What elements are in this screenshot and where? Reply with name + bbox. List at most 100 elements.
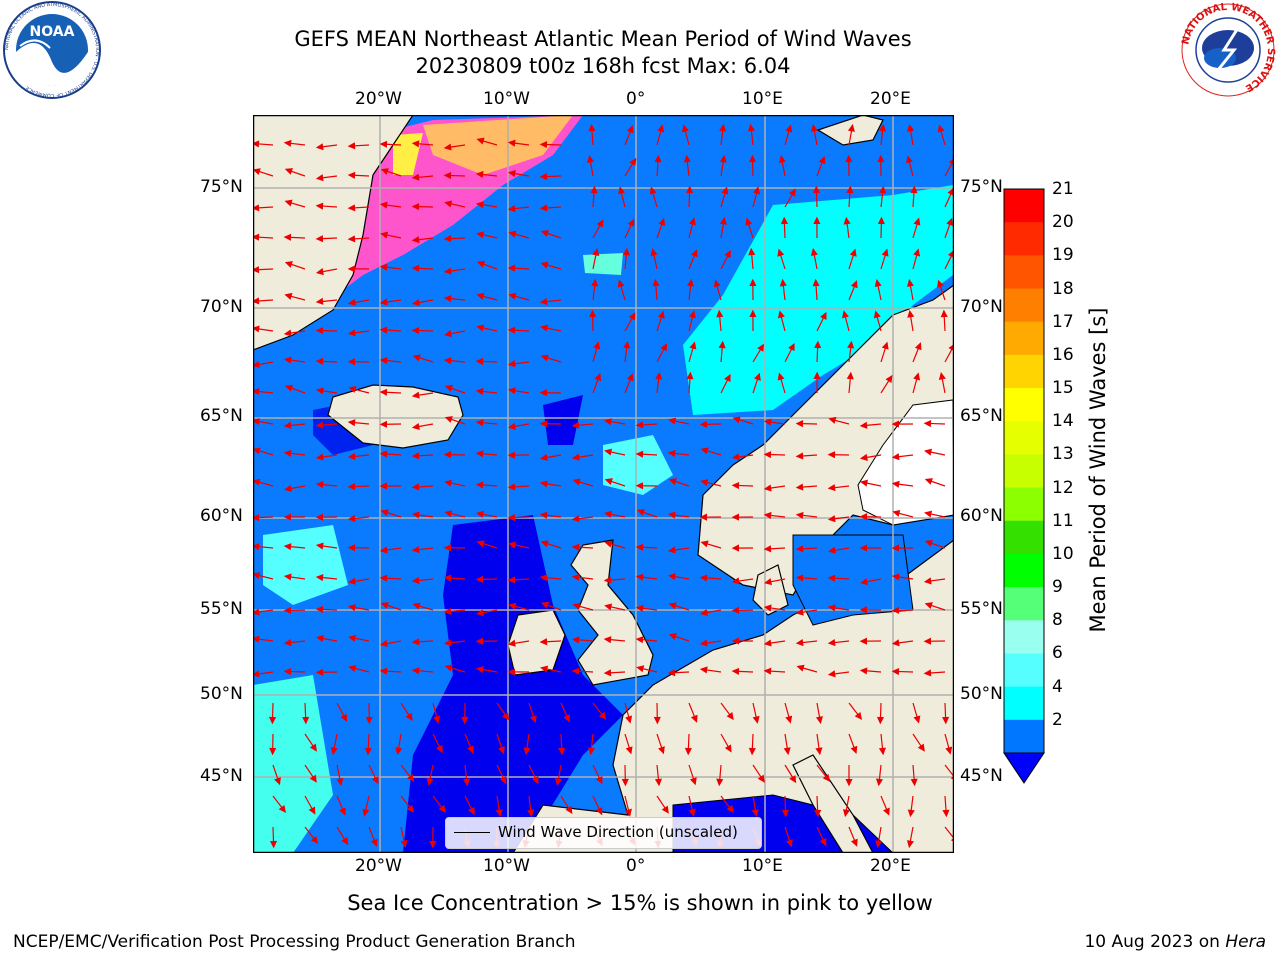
wave-direction-arrowhead xyxy=(699,420,708,428)
wave-direction-arrowhead xyxy=(284,199,293,207)
wave-direction-arrowhead xyxy=(475,387,484,396)
wave-direction-arrowhead xyxy=(924,478,933,485)
wave-direction-arrowhead xyxy=(400,839,408,848)
wave-direction-arrowhead xyxy=(540,261,549,269)
wave-direction-arrowhead xyxy=(476,260,485,268)
colorbar xyxy=(1000,187,1048,787)
wave-direction-arrowhead xyxy=(731,606,740,614)
wave-direction-arrowhead xyxy=(508,230,517,238)
wave-direction-arrowhead xyxy=(507,514,516,522)
wave-direction-arrowhead xyxy=(628,312,636,321)
wave-direction-arrowhead xyxy=(406,773,415,782)
wave-direction-arrowhead xyxy=(309,743,317,752)
wave-direction-arrowhead xyxy=(885,374,893,384)
wave-direction-arrowhead xyxy=(873,310,881,319)
wave-direction-arrowhead xyxy=(253,447,261,455)
wave-direction-arrowhead xyxy=(507,139,516,147)
wave-direction-arrowhead xyxy=(749,278,757,286)
wave-direction-arrowhead xyxy=(379,667,388,675)
wave-direction-arrowhead xyxy=(274,777,281,786)
wave-direction-arrowhead xyxy=(658,217,666,226)
wave-direction-arrowhead xyxy=(700,479,709,487)
wave-direction-arrowhead xyxy=(508,602,517,610)
land-italy xyxy=(792,754,874,853)
wave-direction-arrowhead xyxy=(763,667,772,675)
wave-direction-arrowhead xyxy=(253,204,260,212)
wave-direction-arrowhead xyxy=(820,311,827,321)
wave-direction-arrowhead xyxy=(874,279,882,287)
wave-direction-arrowhead xyxy=(636,665,645,673)
wave-direction-arrowhead xyxy=(942,716,950,725)
wave-direction-arrowhead xyxy=(845,778,853,787)
wave-direction-arrowhead xyxy=(347,204,356,212)
wave-direction-arrowhead xyxy=(587,747,596,756)
wave-direction-arrowhead xyxy=(476,609,484,617)
wave-direction-arrowhead xyxy=(475,419,484,427)
wave-direction-arrowhead xyxy=(763,484,772,492)
colorbar-tick-label: 15 xyxy=(1052,378,1074,399)
wave-direction-arrowhead xyxy=(667,573,676,581)
wave-direction-arrowhead xyxy=(443,607,452,615)
wave-direction-arrowhead xyxy=(785,124,793,133)
colorbar-tick-label: 9 xyxy=(1052,577,1063,598)
wave-direction-arrowhead xyxy=(595,776,603,785)
wave-direction-arrowhead xyxy=(923,669,932,677)
wave-direction-arrowhead xyxy=(653,716,661,725)
colorbar-label: Mean Period of Wind Waves [s] xyxy=(1086,307,1110,633)
wave-direction-arrowhead xyxy=(917,743,925,752)
wave-direction-arrowhead xyxy=(475,637,483,645)
wave-direction-arrowhead xyxy=(379,388,388,396)
lon-tick-bottom: 20°E xyxy=(870,856,911,876)
wave-direction-arrowhead xyxy=(476,510,484,518)
colorbar-tick-label: 18 xyxy=(1052,278,1074,299)
wave-direction-arrowhead xyxy=(595,807,603,816)
wave-direction-arrowhead xyxy=(625,715,633,724)
wave-direction-arrowhead xyxy=(347,483,356,491)
wave-direction-arrowhead xyxy=(475,357,484,366)
wave-direction-arrowhead xyxy=(604,540,613,548)
wave-direction-arrowhead xyxy=(347,142,356,150)
wave-direction-arrowhead xyxy=(539,511,548,519)
wave-direction-arrowhead xyxy=(590,185,598,194)
colorbar-tick-label: 8 xyxy=(1052,610,1063,631)
wave-direction-arrowhead xyxy=(813,371,821,379)
wave-direction-arrowhead xyxy=(812,185,821,194)
wave-direction-arrowhead xyxy=(622,247,630,256)
wave-direction-arrowhead xyxy=(302,716,310,725)
wave-direction-arrowhead xyxy=(603,636,612,644)
wave-direction-arrowhead xyxy=(444,479,452,487)
footer-credit: NCEP/EMC/Verification Post Processing Pr… xyxy=(13,932,576,952)
wave-direction-arrowhead xyxy=(283,667,292,676)
wave-direction-arrowhead xyxy=(443,357,452,365)
wave-direction-arrowhead xyxy=(563,714,570,723)
wave-direction-arrowhead xyxy=(507,326,516,334)
wave-direction-arrowhead xyxy=(565,805,573,815)
wave-direction-arrowhead xyxy=(507,668,515,676)
wave-direction-arrowhead xyxy=(540,540,549,548)
wave-direction-arrowhead xyxy=(462,778,471,787)
wave-direction-arrowhead xyxy=(763,604,772,612)
wave-direction-arrowhead xyxy=(726,712,734,721)
wave-direction-arrowhead xyxy=(507,422,516,430)
wave-direction-arrowhead xyxy=(433,715,441,724)
wave-direction-arrowhead xyxy=(498,746,505,755)
wave-direction-arrowhead xyxy=(724,744,732,753)
wave-direction-arrowhead xyxy=(253,572,261,579)
wave-direction-arrowhead xyxy=(878,747,886,756)
wave-direction-arrowhead xyxy=(461,716,469,725)
wave-direction-arrowhead xyxy=(850,838,858,847)
wave-direction-arrowhead xyxy=(315,235,324,243)
wave-direction-arrowhead xyxy=(827,574,836,582)
wave-direction-arrowhead xyxy=(476,292,485,300)
wave-direction-arrowhead xyxy=(507,360,516,368)
wave-direction-arrowhead xyxy=(443,143,452,151)
wave-direction-arrowhead xyxy=(860,479,868,487)
wave-direction-arrowhead xyxy=(748,747,756,756)
wave-direction-arrowhead xyxy=(667,669,676,677)
noaa-logo: NOAA NATIONAL OCEANIC AND ATMOSPHERIC AD… xyxy=(0,0,104,104)
wave-direction-arrowhead xyxy=(859,513,868,521)
wave-direction-arrowhead xyxy=(745,217,753,226)
colorbar-swatch xyxy=(1004,587,1044,621)
wave-direction-arrowhead xyxy=(654,154,662,163)
wave-direction-arrowhead xyxy=(891,453,900,461)
